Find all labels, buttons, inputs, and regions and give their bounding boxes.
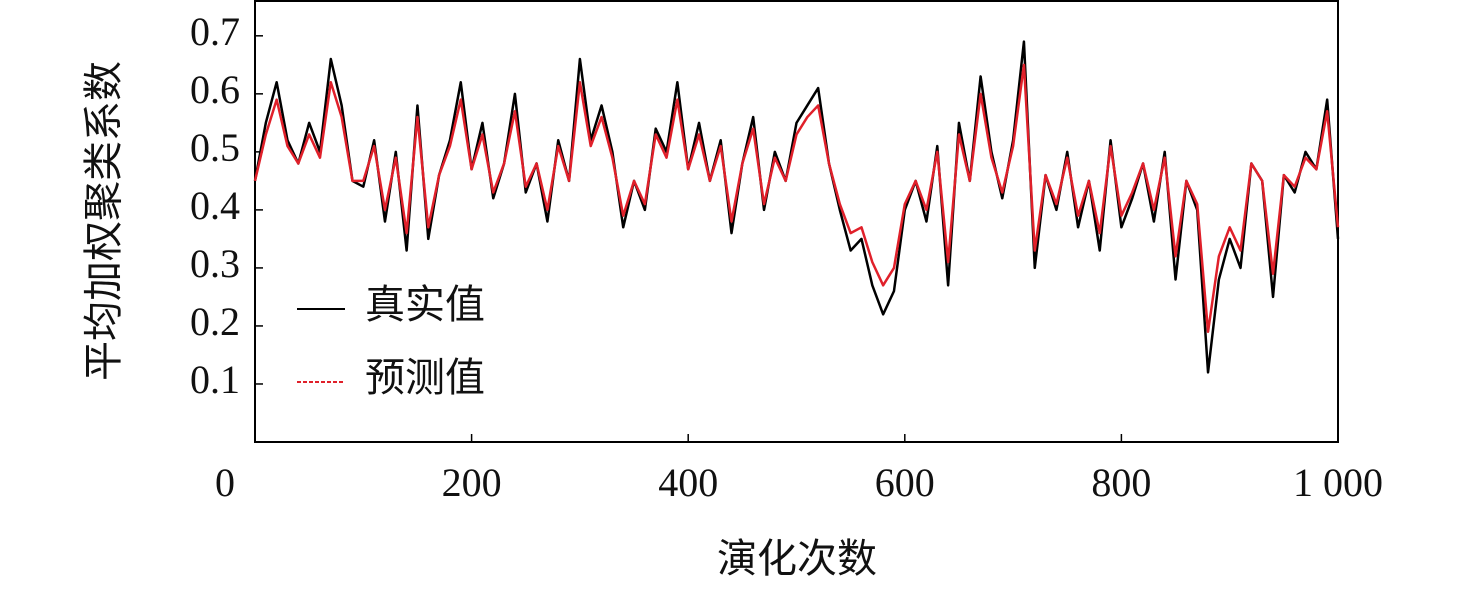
legend-label: 预测值 [365, 355, 485, 400]
y-tick-label: 0.6 [190, 67, 240, 112]
y-tick-label: 0.7 [190, 9, 240, 54]
y-tick-label: 0.5 [190, 125, 240, 170]
y-axis-title: 平均加权聚类系数 [81, 61, 126, 381]
y-tick-label: 0.1 [190, 357, 240, 402]
y-tick-label: 0.2 [190, 299, 240, 344]
x-tick-label: 800 [1091, 460, 1151, 505]
x-axis-title: 演化次数 [717, 536, 877, 581]
data-line [253, 63, 1340, 333]
x-tick-label: 400 [658, 460, 718, 505]
x-tick-label: 200 [442, 460, 502, 505]
legend-label: 真实值 [365, 282, 485, 327]
y-tick-label: 0.3 [190, 241, 240, 286]
x-tick-label: 0 [215, 460, 235, 505]
x-tick-label: 600 [875, 460, 935, 505]
x-tick-label: 1 000 [1293, 460, 1383, 505]
y-tick-label: 0.4 [190, 183, 240, 228]
